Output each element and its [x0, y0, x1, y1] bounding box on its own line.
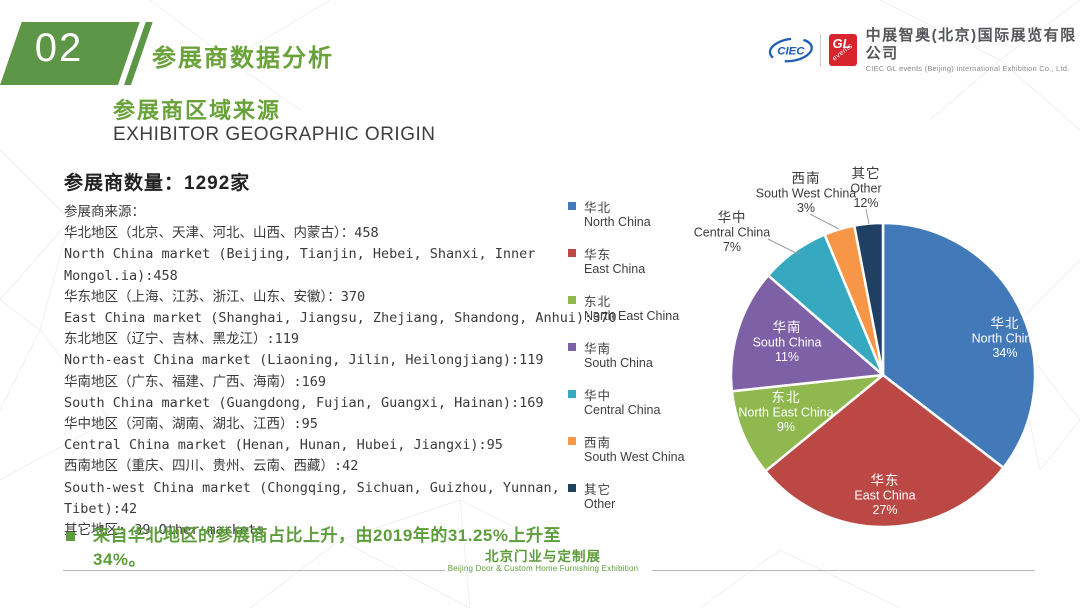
- source-line: South China market (Guangdong, Fujian, G…: [64, 394, 544, 411]
- legend-label-zh: 西南: [584, 435, 612, 450]
- source-line: 华中地区（河南、湖南、湖北、江西）:95: [64, 416, 318, 433]
- pie-chart: 华北 North China 34%华东 East China 27%东北 North E…: [694, 165, 1038, 529]
- legend-label-en: Central China: [584, 403, 661, 417]
- legend-label-zh: 东北: [584, 294, 612, 309]
- page-title: 参展商数据分析: [152, 45, 334, 72]
- legend-label-en: North East China: [584, 309, 680, 323]
- legend-label-zh: 其它: [584, 482, 612, 497]
- legend-swatch: [568, 343, 576, 351]
- subtitle-en: EXHIBITOR GEOGRAPHIC ORIGIN: [113, 124, 436, 145]
- company-name-en: CIEC GL events (Beijing) International E…: [865, 64, 1070, 74]
- bullet-square-icon: [66, 532, 75, 541]
- legend-swatch: [568, 296, 576, 304]
- legend-label-en: East China: [584, 262, 646, 276]
- source-line: 西南地区（重庆、四川、贵州、云南、西藏）:42: [64, 458, 359, 475]
- source-line: 东北地区（辽宁、吉林、黑龙江）:119: [64, 331, 300, 348]
- section-number: 02: [34, 26, 84, 70]
- footer: 北京门业与定制展 Beijing Door & Custom Home Furn…: [443, 549, 643, 574]
- pie-leader-line: [809, 213, 840, 230]
- source-line: Tibet):42: [64, 500, 138, 517]
- legend-label-zh: 华南: [584, 341, 612, 356]
- legend-item: 华北 North China: [568, 198, 698, 230]
- source-line: 其它地区: 39 Other markets: [64, 522, 265, 539]
- legend-label-zh: 华东: [584, 247, 612, 262]
- legend-item: 西南 South West China: [568, 433, 698, 465]
- pie-slice-south-china: [729, 274, 885, 393]
- source-line: Central China market (Henan, Hunan, Hube…: [64, 437, 503, 454]
- pie-leader-line: [767, 238, 799, 255]
- legend-item: 东北 North East China: [568, 292, 698, 324]
- exhibitor-count: 参展商数量：1292家: [64, 173, 251, 194]
- legend-swatch: [568, 437, 576, 445]
- legend-label-en: North China: [584, 215, 651, 229]
- logo-divider: [819, 34, 821, 66]
- chart-legend: 华北 North China 华东 East China 东北 North East Ch…: [568, 198, 698, 527]
- svg-text:CIEC: CIEC: [777, 45, 805, 57]
- footer-rule-left: [63, 570, 445, 571]
- source-line: 华东地区（上海、江苏、浙江、山东、安徽）：370: [64, 288, 366, 305]
- gl-events-logo-icon: GL events: [828, 34, 857, 66]
- company-name-zh: 中展智奥(北京)国际展览有限公司: [865, 26, 1077, 63]
- legend-item: 华中 Central China: [568, 386, 698, 418]
- legend-item: 华南 South China: [568, 339, 698, 371]
- source-line: South-west China market (Chongqing, Sich…: [64, 479, 560, 496]
- source-line: 华南地区（广东、福建、广西、海南）:169: [64, 373, 327, 390]
- section-badge: 02: [0, 22, 160, 85]
- exhibitor-source-list: 参展商来源： 华北地区（北京、天津、河北、山西、内蒙古）：458 North Chi…: [64, 202, 617, 541]
- legend-swatch: [568, 484, 576, 492]
- company-logo: CIEC GL events 中展智奥(北京)国际展览有限公司 CIEC GL …: [768, 26, 1080, 74]
- footer-title-en: Beijing Door & Custom Home Furnishing Ex…: [447, 564, 639, 573]
- pie-leader-line: [865, 208, 870, 225]
- ciec-logo-icon: CIEC: [768, 37, 813, 63]
- subtitle-zh: 参展商区域来源: [113, 98, 282, 123]
- footer-title-zh: 北京门业与定制展: [485, 549, 601, 564]
- legend-swatch: [568, 249, 576, 257]
- gl-logo-text: GL: [832, 36, 851, 51]
- source-line: Mongol.ia):458: [64, 267, 178, 284]
- pie-label: 华东 East China 27%: [854, 473, 915, 517]
- legend-swatch: [568, 202, 576, 210]
- pie-label: 其它 Other 12%: [850, 165, 881, 210]
- source-line: 参展商来源：: [64, 204, 145, 220]
- source-line: North China market (Beijing, Tianjin, He…: [64, 246, 536, 263]
- source-line: East China market (Shanghai, Jiangsu, Zh…: [64, 310, 617, 327]
- pie-label: 东北 North East China 9%: [738, 390, 833, 434]
- pie-slice-east-china: [764, 373, 1005, 529]
- legend-label-en: South China: [584, 356, 653, 370]
- footer-rule-right: [652, 570, 1034, 571]
- legend-item: 华东 East China: [568, 245, 698, 277]
- legend-label-en: South West China: [584, 450, 685, 464]
- source-line: 华北地区（北京、天津、河北、山西、内蒙古）：458: [64, 225, 379, 242]
- pie-label: 华中 Central China 7%: [694, 210, 770, 254]
- pie-slice-north-east-china: [730, 373, 885, 473]
- legend-label-zh: 华中: [584, 388, 612, 403]
- pie-label: 华南 South China 11%: [753, 320, 822, 364]
- source-line: North-east China market (Liaoning, Jilin…: [64, 352, 544, 369]
- pie-label: 西南 South West China 3%: [756, 171, 857, 215]
- legend-label-zh: 华北: [584, 200, 612, 215]
- legend-swatch: [568, 390, 576, 398]
